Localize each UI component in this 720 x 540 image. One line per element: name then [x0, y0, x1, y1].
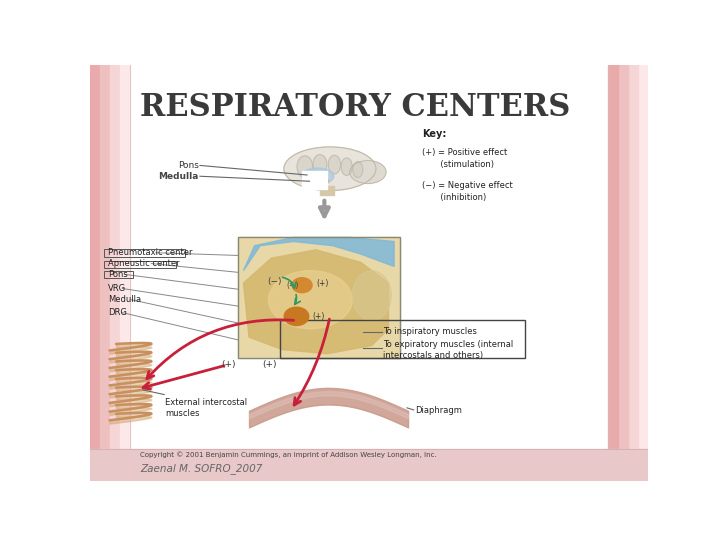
Text: External intercostal
muscles: External intercostal muscles	[166, 399, 248, 418]
Bar	[90, 449, 648, 481]
Ellipse shape	[297, 156, 312, 178]
Text: Medulla: Medulla	[109, 295, 142, 304]
Text: Pons: Pons	[178, 161, 199, 170]
Text: (+): (+)	[316, 279, 328, 288]
Text: Medulla: Medulla	[158, 172, 199, 181]
Bar	[238, 238, 400, 358]
Text: (+): (+)	[262, 360, 277, 369]
Ellipse shape	[269, 271, 352, 329]
Text: (−) = Negative effect
       (inhibition): (−) = Negative effect (inhibition)	[422, 181, 513, 202]
Bar	[90, 65, 100, 481]
Polygon shape	[243, 250, 389, 354]
Bar	[628, 65, 638, 481]
Text: Key:: Key:	[422, 129, 446, 139]
Bar	[110, 65, 120, 481]
Bar	[638, 65, 648, 481]
Ellipse shape	[353, 161, 363, 178]
Text: Diaphragm: Diaphragm	[415, 406, 462, 415]
Text: RESPIRATORY CENTERS: RESPIRATORY CENTERS	[140, 92, 570, 123]
Text: (−): (−)	[287, 281, 299, 289]
Text: (+): (+)	[312, 312, 325, 321]
Ellipse shape	[284, 147, 376, 191]
Bar	[104, 249, 185, 258]
Text: Zaenal M. SOFRO_2007: Zaenal M. SOFRO_2007	[140, 463, 263, 475]
Bar	[104, 261, 176, 268]
Ellipse shape	[313, 154, 327, 174]
Bar	[618, 65, 628, 481]
Ellipse shape	[350, 160, 386, 184]
Text: DRG: DRG	[109, 308, 127, 317]
Bar	[100, 65, 110, 481]
Text: (−): (−)	[267, 276, 282, 286]
Text: Pons: Pons	[109, 270, 128, 279]
Bar	[608, 65, 618, 481]
Text: Apneustic center: Apneustic center	[109, 259, 180, 268]
Circle shape	[284, 307, 309, 326]
Ellipse shape	[302, 168, 334, 185]
Text: VRG: VRG	[109, 284, 127, 293]
Bar	[238, 238, 400, 358]
Polygon shape	[243, 238, 394, 271]
Ellipse shape	[307, 174, 328, 188]
Text: (+): (+)	[221, 360, 235, 369]
Bar	[104, 271, 133, 278]
Bar	[320, 186, 334, 194]
Ellipse shape	[328, 155, 341, 174]
Ellipse shape	[352, 271, 392, 321]
Ellipse shape	[341, 158, 352, 176]
Circle shape	[292, 278, 312, 293]
Text: To expiratory muscles (internal
intercostals and others): To expiratory muscles (internal intercos…	[383, 340, 513, 360]
Bar	[280, 320, 526, 357]
Text: (+) = Positive effect
       (stimulation): (+) = Positive effect (stimulation)	[422, 148, 508, 169]
Text: To inspiratory muscles: To inspiratory muscles	[383, 327, 477, 336]
Text: Copyright © 2001 Benjamin Cummings, an imprint of Addison Wesley Longman, Inc.: Copyright © 2001 Benjamin Cummings, an i…	[140, 451, 437, 458]
Text: Pneumotaxic center: Pneumotaxic center	[109, 248, 193, 257]
Bar	[120, 65, 130, 481]
Bar	[302, 171, 327, 188]
